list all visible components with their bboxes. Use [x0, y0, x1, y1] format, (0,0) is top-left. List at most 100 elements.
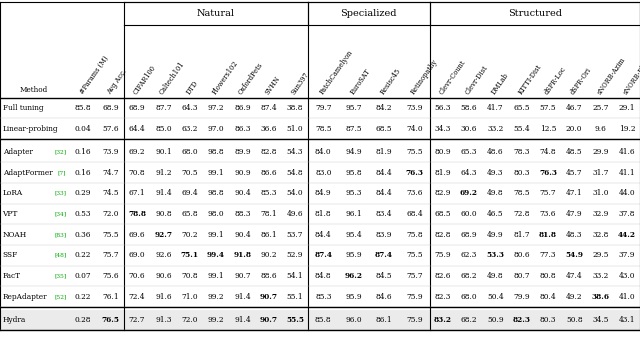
- Text: 64.4: 64.4: [129, 125, 145, 133]
- Text: 82.8: 82.8: [260, 148, 277, 156]
- Text: 82.3: 82.3: [513, 316, 531, 324]
- Text: 41.7: 41.7: [487, 104, 504, 112]
- Text: 58.6: 58.6: [461, 104, 477, 112]
- Text: 46.7: 46.7: [566, 104, 582, 112]
- Text: 95.9: 95.9: [346, 293, 362, 301]
- Text: 64.3: 64.3: [182, 104, 198, 112]
- Text: 91.4: 91.4: [234, 293, 251, 301]
- Text: 78.1: 78.1: [260, 210, 277, 218]
- Text: 34.3: 34.3: [435, 125, 451, 133]
- Text: 33.2: 33.2: [593, 272, 609, 280]
- Text: 80.6: 80.6: [513, 251, 530, 259]
- Text: 68.9: 68.9: [129, 104, 145, 112]
- Text: RepAdapter: RepAdapter: [3, 293, 47, 301]
- Text: 96.1: 96.1: [346, 210, 362, 218]
- Text: 48.5: 48.5: [566, 148, 582, 156]
- Text: CIFAR100: CIFAR100: [132, 64, 158, 96]
- Text: 52.9: 52.9: [287, 251, 303, 259]
- Text: SVHN: SVHN: [264, 74, 282, 96]
- Text: 84.2: 84.2: [376, 104, 392, 112]
- Text: 49.3: 49.3: [487, 169, 504, 177]
- Text: 76.3: 76.3: [539, 169, 557, 177]
- Text: FacT: FacT: [3, 272, 20, 280]
- Text: 75.7: 75.7: [406, 272, 422, 280]
- Text: 84.9: 84.9: [315, 189, 332, 197]
- Text: PatchCamelyon: PatchCamelyon: [318, 48, 355, 96]
- Text: 30.6: 30.6: [461, 125, 477, 133]
- Text: Sun397: Sun397: [290, 71, 311, 96]
- Text: 70.8: 70.8: [181, 272, 198, 280]
- Text: Caltech101: Caltech101: [158, 60, 187, 96]
- Text: 53.7: 53.7: [287, 231, 303, 239]
- Text: 0.16: 0.16: [75, 148, 92, 156]
- Text: 82.8: 82.8: [435, 231, 451, 239]
- Text: 84.4: 84.4: [315, 231, 332, 239]
- Text: 99.2: 99.2: [208, 293, 224, 301]
- Text: 92.6: 92.6: [155, 251, 172, 259]
- Text: [33]: [33]: [54, 191, 67, 196]
- Text: 75.6: 75.6: [102, 272, 119, 280]
- Text: 68.0: 68.0: [461, 293, 477, 301]
- Text: 50.9: 50.9: [487, 316, 504, 324]
- Text: SSF: SSF: [3, 251, 18, 259]
- Text: 83.2: 83.2: [434, 316, 452, 324]
- Text: 68.5: 68.5: [435, 210, 451, 218]
- Text: 0.36: 0.36: [75, 231, 92, 239]
- Text: 54.9: 54.9: [565, 251, 583, 259]
- Text: Full tuning: Full tuning: [3, 104, 43, 112]
- Text: 44.0: 44.0: [618, 189, 635, 197]
- Text: 68.9: 68.9: [461, 231, 477, 239]
- Text: 51.0: 51.0: [287, 125, 303, 133]
- Text: 49.6: 49.6: [287, 210, 303, 218]
- Text: 95.4: 95.4: [346, 231, 362, 239]
- Text: 47.9: 47.9: [566, 210, 582, 218]
- Text: KITTI-Dist: KITTI-Dist: [516, 62, 543, 96]
- Text: 54.1: 54.1: [287, 272, 303, 280]
- Text: 99.1: 99.1: [208, 231, 225, 239]
- Text: 69.2: 69.2: [129, 148, 145, 156]
- Text: 71.0: 71.0: [181, 293, 198, 301]
- Text: 43.0: 43.0: [619, 272, 635, 280]
- Text: 19.2: 19.2: [619, 125, 635, 133]
- Text: 62.3: 62.3: [461, 251, 477, 259]
- Text: 47.1: 47.1: [566, 189, 582, 197]
- Text: 65.5: 65.5: [513, 104, 530, 112]
- Text: 75.7: 75.7: [102, 251, 119, 259]
- Text: 80.3: 80.3: [540, 316, 556, 324]
- Text: 90.2: 90.2: [260, 251, 277, 259]
- Text: 83.9: 83.9: [376, 231, 392, 239]
- Text: 56.3: 56.3: [435, 104, 451, 112]
- Text: 96.2: 96.2: [345, 272, 363, 280]
- Text: 86.6: 86.6: [260, 169, 277, 177]
- Text: 32.8: 32.8: [593, 231, 609, 239]
- Text: Adapter: Adapter: [3, 148, 33, 156]
- Text: 99.1: 99.1: [208, 272, 225, 280]
- Text: 95.7: 95.7: [346, 104, 362, 112]
- Text: [83]: [83]: [54, 232, 67, 237]
- Text: 37.9: 37.9: [619, 251, 635, 259]
- Text: 75.9: 75.9: [406, 316, 422, 324]
- Text: 69.4: 69.4: [181, 189, 198, 197]
- Text: 74.5: 74.5: [102, 189, 119, 197]
- Text: 90.7: 90.7: [234, 272, 251, 280]
- Text: 64.3: 64.3: [461, 169, 477, 177]
- Text: 68.2: 68.2: [461, 272, 477, 280]
- Text: 0.28: 0.28: [75, 316, 92, 324]
- Text: 81.7: 81.7: [513, 231, 530, 239]
- Text: 46.5: 46.5: [487, 210, 504, 218]
- Text: 90.7: 90.7: [260, 293, 278, 301]
- Text: 43.1: 43.1: [619, 316, 635, 324]
- Text: 80.7: 80.7: [513, 272, 530, 280]
- Text: 88.6: 88.6: [260, 272, 277, 280]
- Text: 47.4: 47.4: [566, 272, 582, 280]
- Text: 78.8: 78.8: [128, 210, 146, 218]
- Text: 78.5: 78.5: [513, 189, 530, 197]
- Text: 72.4: 72.4: [129, 293, 145, 301]
- Text: dSPR-Loc: dSPR-Loc: [543, 65, 568, 96]
- Text: 70.8: 70.8: [129, 169, 145, 177]
- Text: 75.5: 75.5: [406, 251, 422, 259]
- Text: 85.8: 85.8: [75, 104, 92, 112]
- Text: 80.4: 80.4: [540, 293, 556, 301]
- Text: 75.7: 75.7: [540, 189, 556, 197]
- Text: 85.8: 85.8: [315, 316, 332, 324]
